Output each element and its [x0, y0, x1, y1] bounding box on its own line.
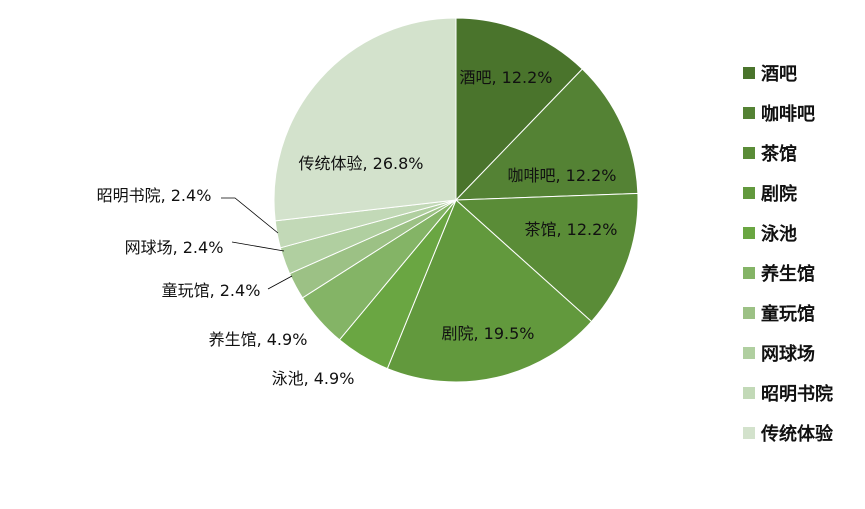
legend-swatch — [743, 187, 755, 199]
data-label: 网球场, 2.4% — [125, 238, 224, 257]
pie-slice — [454, 192, 639, 323]
legend-label: 网球场 — [761, 344, 815, 365]
legend-label: 茶馆 — [761, 143, 797, 165]
pie-slice — [386, 199, 593, 383]
data-label: 咖啡吧, 12.2% — [507, 166, 616, 185]
pie-slice — [455, 17, 584, 202]
legend-swatch — [743, 67, 755, 79]
legend-label: 昭明书院 — [761, 383, 833, 405]
legend-swatch — [743, 427, 755, 439]
legend-label: 传统体验 — [760, 423, 834, 445]
pie-slice — [454, 68, 639, 201]
legend-swatch — [743, 107, 755, 119]
pie-slice — [273, 17, 457, 222]
data-label: 传统体验, 26.8% — [298, 154, 423, 173]
data-label: 酒吧, 12.2% — [459, 68, 552, 87]
legend-swatch — [743, 347, 755, 359]
legend-label: 童玩馆 — [761, 303, 815, 325]
legend-label: 泳池 — [761, 223, 797, 245]
legend-label: 酒吧 — [761, 63, 797, 85]
legend-swatch — [743, 387, 755, 399]
legend-swatch — [743, 147, 755, 159]
legend-swatch — [743, 267, 755, 279]
data-label: 剧院, 19.5% — [441, 324, 534, 343]
leader-line — [221, 197, 279, 234]
data-label: 泳池, 4.9% — [272, 369, 355, 388]
legend-label: 养生馆 — [760, 263, 815, 285]
legend-label: 剧院 — [761, 183, 797, 205]
legend-swatch — [743, 307, 755, 319]
legend-swatch — [743, 227, 755, 239]
data-label: 童玩馆, 2.4% — [162, 281, 261, 300]
legend-label: 咖啡吧 — [761, 103, 815, 125]
leader-line — [231, 241, 285, 252]
data-label: 茶馆, 12.2% — [524, 220, 617, 239]
data-label: 养生馆, 4.9% — [209, 330, 308, 349]
leader-line — [267, 275, 293, 290]
data-label: 昭明书院, 2.4% — [97, 186, 212, 205]
